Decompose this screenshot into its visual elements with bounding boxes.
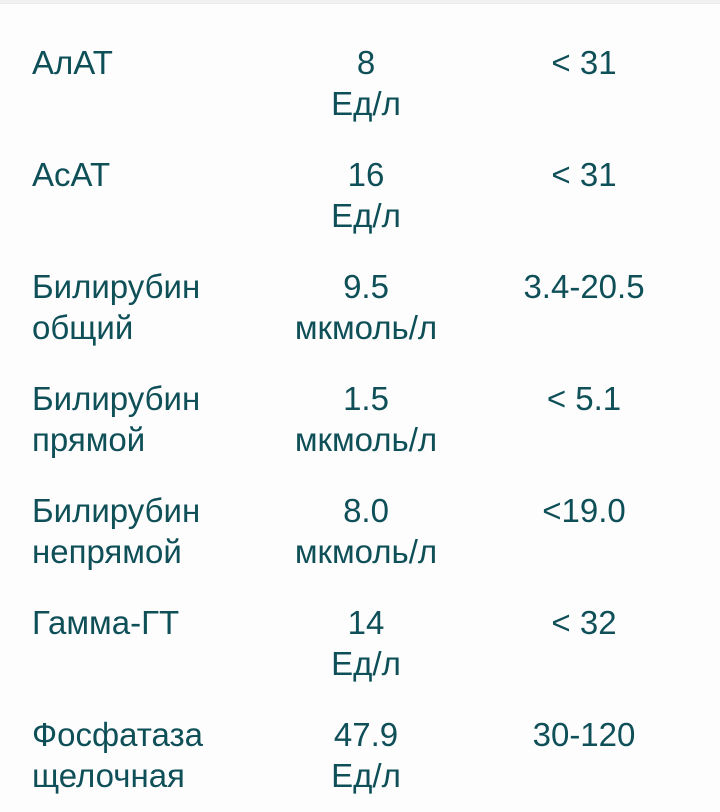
analyte-name-line2: щелочная bbox=[32, 757, 185, 794]
reference-cell: < 31 bbox=[480, 154, 688, 195]
result-value: 8 bbox=[356, 44, 376, 81]
analyte-name-cell: Фосфатаза щелочная bbox=[32, 714, 252, 796]
reference-range: < 31 bbox=[551, 156, 617, 193]
result-unit: Ед/л bbox=[331, 197, 401, 234]
analyte-name: Гамма-ГТ bbox=[32, 604, 180, 641]
lab-result-row: Фосфатаза щелочная 47.9 Ед/л 30-120 bbox=[0, 700, 720, 812]
result-cell: 16 Ед/л bbox=[252, 154, 480, 236]
analyte-name: Билирубин bbox=[32, 268, 201, 305]
result-unit: мкмоль/л bbox=[294, 309, 438, 346]
analyte-name: Билирубин bbox=[32, 492, 201, 529]
analyte-name-line2: общий bbox=[32, 309, 134, 346]
result-cell: 9.5 мкмоль/л bbox=[252, 266, 480, 348]
result-cell: 14 Ед/л bbox=[252, 602, 480, 684]
analyte-name-cell: АсАТ bbox=[32, 154, 252, 195]
reference-range: < 5.1 bbox=[546, 380, 622, 417]
lab-result-row: Билирубин непрямой 8.0 мкмоль/л <19.0 bbox=[0, 476, 720, 588]
reference-range: 30-120 bbox=[532, 716, 636, 753]
reference-cell: < 5.1 bbox=[480, 378, 688, 419]
lab-result-row: АсАТ 16 Ед/л < 31 bbox=[0, 140, 720, 252]
lab-result-row: Билирубин общий 9.5 мкмоль/л 3.4-20.5 bbox=[0, 252, 720, 364]
result-unit: Ед/л bbox=[331, 757, 401, 794]
result-value: 47.9 bbox=[333, 716, 399, 753]
analyte-name-line2: прямой bbox=[32, 421, 146, 458]
analyte-name: Билирубин bbox=[32, 380, 201, 417]
analyte-name: АсАТ bbox=[32, 156, 111, 193]
analyte-name: Фосфатаза bbox=[32, 716, 203, 753]
analyte-name: АлАТ bbox=[32, 44, 113, 81]
result-value: 1.5 bbox=[343, 380, 389, 417]
reference-cell: < 32 bbox=[480, 602, 688, 643]
result-unit: Ед/л bbox=[331, 85, 401, 122]
analyte-name-cell: АлАТ bbox=[32, 42, 252, 83]
reference-range: < 32 bbox=[551, 604, 617, 641]
lab-result-row: АлАТ 8 Ед/л < 31 bbox=[0, 28, 720, 140]
lab-result-row: Билирубин прямой 1.5 мкмоль/л < 5.1 bbox=[0, 364, 720, 476]
reference-range: < 31 bbox=[551, 44, 617, 81]
reference-cell: 3.4-20.5 bbox=[480, 266, 688, 307]
reference-cell: 30-120 bbox=[480, 714, 688, 755]
result-cell: 8.0 мкмоль/л bbox=[252, 490, 480, 572]
lab-result-row: Гамма-ГТ 14 Ед/л < 32 bbox=[0, 588, 720, 700]
result-unit: Ед/л bbox=[331, 645, 401, 682]
result-value: 8.0 bbox=[343, 492, 389, 529]
result-unit: мкмоль/л bbox=[294, 421, 438, 458]
reference-cell: <19.0 bbox=[480, 490, 688, 531]
top-divider bbox=[0, 0, 720, 4]
reference-cell: < 31 bbox=[480, 42, 688, 83]
reference-range: <19.0 bbox=[542, 492, 626, 529]
analyte-name-cell: Билирубин прямой bbox=[32, 378, 252, 460]
analyte-name-cell: Билирубин общий bbox=[32, 266, 252, 348]
result-value: 14 bbox=[347, 604, 385, 641]
analyte-name-cell: Гамма-ГТ bbox=[32, 602, 252, 643]
result-unit: мкмоль/л bbox=[294, 533, 438, 570]
result-cell: 8 Ед/л bbox=[252, 42, 480, 124]
analyte-name-line2: непрямой bbox=[32, 533, 182, 570]
result-cell: 47.9 Ед/л bbox=[252, 714, 480, 796]
lab-results-list[interactable]: АлАТ 8 Ед/л < 31 АсАТ 16 Ед/л < 31 Билир… bbox=[0, 4, 720, 812]
result-value: 9.5 bbox=[343, 268, 389, 305]
reference-range: 3.4-20.5 bbox=[523, 268, 645, 305]
result-value: 16 bbox=[347, 156, 385, 193]
result-cell: 1.5 мкмоль/л bbox=[252, 378, 480, 460]
analyte-name-cell: Билирубин непрямой bbox=[32, 490, 252, 572]
